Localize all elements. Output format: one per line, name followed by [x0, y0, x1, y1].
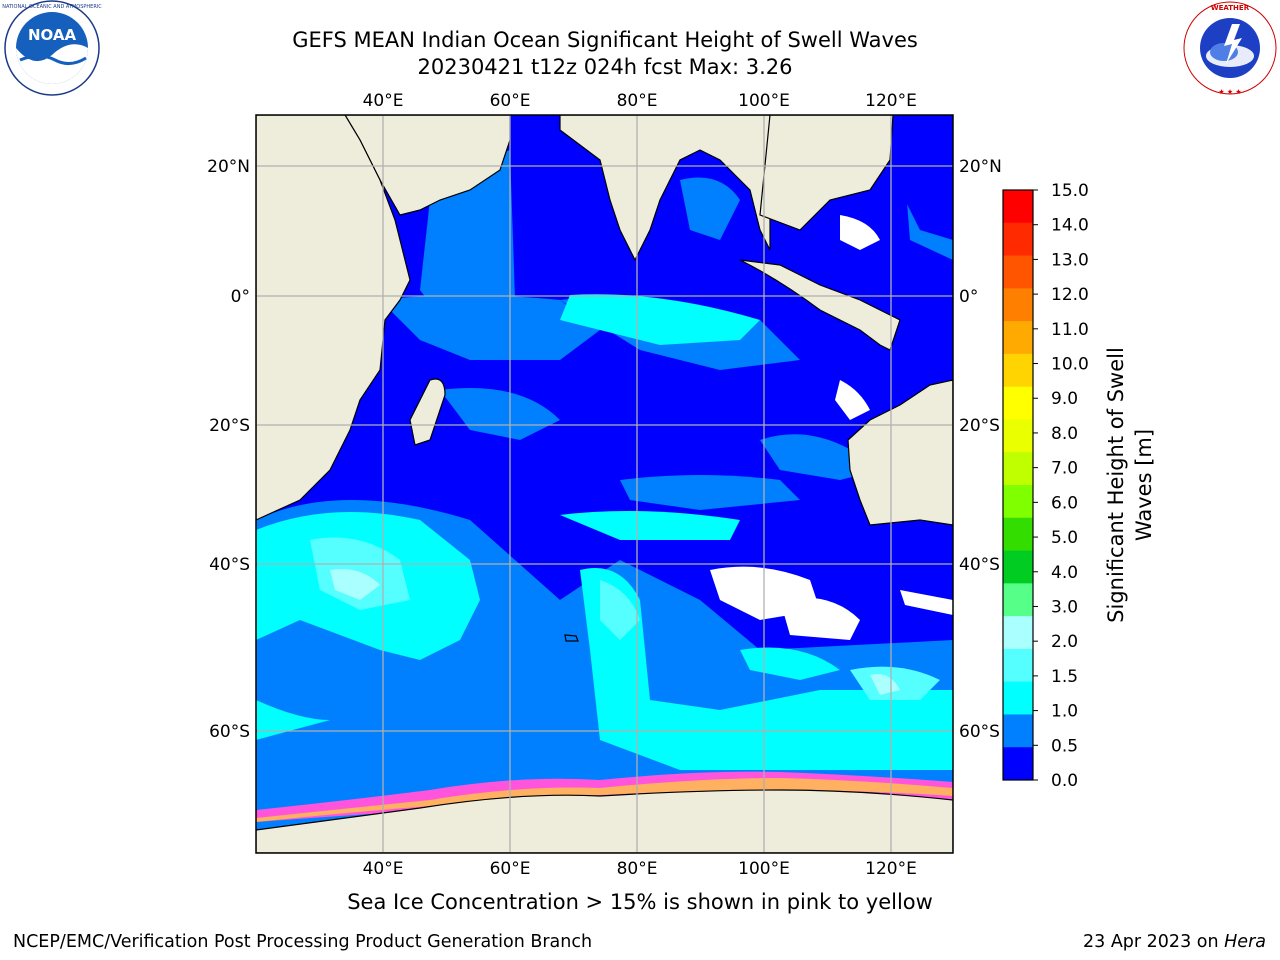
colorbar-swatch [1003, 190, 1033, 224]
map-title-line2: 20230421 t12z 024h fcst Max: 3.26 [417, 55, 793, 79]
lat-tick-left: 20°S [209, 416, 250, 436]
colorbar-tick-label: 13.0 [1051, 250, 1089, 270]
map-plot [256, 115, 953, 853]
nws-logo-icon: WEATHER ★ ★ ★ [1183, 1, 1277, 96]
colorbar [1002, 189, 1034, 781]
colorbar-tick-label: 0.5 [1051, 736, 1078, 756]
white-patches [710, 215, 953, 640]
lon-tick-top: 40°E [363, 91, 404, 111]
colorbar-swatch [1003, 288, 1033, 322]
colorbar-tick-label: 4.0 [1051, 563, 1078, 583]
lat-tick-left: 20°N [207, 157, 250, 177]
lon-tick-top: 60°E [490, 91, 531, 111]
colorbar-tick-label: 8.0 [1051, 424, 1078, 444]
noaa-logo-text: NOAA [28, 26, 77, 44]
colorbar-tick-label: 15.0 [1051, 181, 1089, 201]
sea-ice-note: Sea Ice Concentration > 15% is shown in … [347, 890, 933, 914]
colorbar-tick-label: 9.0 [1051, 389, 1078, 409]
lon-tick-top: 100°E [738, 91, 790, 111]
colorbar-swatch [1003, 452, 1033, 486]
lon-tick-bottom: 40°E [363, 859, 404, 879]
lon-tick-bottom: 120°E [865, 859, 917, 879]
colorbar-tick-label: 12.0 [1051, 285, 1089, 305]
colorbar-tick-label: 0.0 [1051, 771, 1078, 791]
colorbar-swatch [1003, 321, 1033, 355]
colorbar-tick-label: 6.0 [1051, 493, 1078, 513]
colorbar-swatch [1003, 222, 1033, 257]
lon-tick-bottom: 100°E [738, 859, 790, 879]
lat-tick-right: 40°S [959, 555, 1000, 575]
colorbar-tick-label: 1.5 [1051, 667, 1078, 687]
colorbar-swatch [1003, 747, 1033, 781]
footer-date: 23 Apr 2023 on Hera [1083, 932, 1266, 952]
colorbar-tick-label: 14.0 [1051, 216, 1089, 236]
swell-2.0-3.0-regions [330, 569, 900, 695]
lat-tick-right: 60°S [959, 722, 1000, 742]
noaa-logo-icon: NOAA NATIONAL OCEANIC AND ATMOSPHERIC [2, 0, 102, 96]
colorbar-swatch [1003, 353, 1033, 388]
colorbar-frame [1002, 189, 1034, 781]
colorbar-swatch [1003, 485, 1033, 519]
colorbar-swatch [1003, 386, 1033, 420]
colorbar-label-line2: Waves [m] [1132, 429, 1156, 541]
colorbar-label-line1: Significant Height of Swell [1104, 347, 1128, 623]
lat-tick-right: 20°S [959, 416, 1000, 436]
colorbar-swatch [1003, 550, 1033, 584]
lat-ticks-left: 20°N 0° 20°S 40°S 60°S [207, 157, 250, 742]
lat-tick-right: 20°N [959, 157, 1002, 177]
map-title-line1: GEFS MEAN Indian Ocean Significant Heigh… [292, 28, 918, 52]
footer-credit: NCEP/EMC/Verification Post Processing Pr… [13, 932, 593, 952]
lon-tick-top: 120°E [865, 91, 917, 111]
lat-tick-left: 60°S [209, 722, 250, 742]
colorbar-tick-label: 2.0 [1051, 632, 1078, 652]
lat-tick-left: 0° [231, 287, 250, 307]
colorbar-swatch [1003, 517, 1033, 552]
colorbar-tick-label: 7.0 [1051, 459, 1078, 479]
colorbar-swatch [1003, 714, 1033, 748]
colorbar-tick-label: 1.0 [1051, 702, 1078, 722]
colorbar-swatch [1003, 616, 1033, 650]
colorbar-swatch [1003, 648, 1033, 683]
colorbar-tick-label: 5.0 [1051, 528, 1078, 548]
colorbar-swatch [1003, 255, 1033, 289]
colorbar-swatch [1003, 583, 1033, 617]
colorbar-swatch [1003, 681, 1033, 715]
colorbar-ticks: 15.0 14.0 13.0 12.0 11.0 10.0 9.0 8.0 7.0 6.0 5.0 4… [1033, 181, 1089, 791]
lat-tick-right: 0° [959, 287, 978, 307]
lon-tick-bottom: 80°E [617, 859, 658, 879]
colorbar-tick-label: 10.0 [1051, 355, 1089, 375]
lon-tick-top: 80°E [617, 91, 658, 111]
graticule [256, 115, 953, 853]
lat-tick-left: 40°S [209, 555, 250, 575]
svg-text:NATIONAL OCEANIC AND ATMOSPHER: NATIONAL OCEANIC AND ATMOSPHERIC [2, 4, 102, 10]
lat-ticks-right: 20°N 0° 20°S 40°S 60°S [959, 157, 1002, 742]
svg-text:★ ★ ★: ★ ★ ★ [1218, 88, 1241, 96]
colorbar-swatch [1003, 419, 1033, 453]
lon-tick-bottom: 60°E [490, 859, 531, 879]
svg-text:WEATHER: WEATHER [1211, 4, 1250, 12]
colorbar-tick-label: 11.0 [1051, 320, 1089, 340]
colorbar-tick-label: 3.0 [1051, 597, 1078, 617]
footer-date-text: 23 Apr 2023 on [1083, 932, 1225, 952]
map-frame [255, 114, 954, 854]
lon-ticks-bottom: 40°E 60°E 80°E 100°E 120°E [363, 859, 917, 879]
footer-host: Hera [1224, 932, 1266, 952]
lon-ticks-top: 40°E 60°E 80°E 100°E 120°E [363, 91, 917, 111]
